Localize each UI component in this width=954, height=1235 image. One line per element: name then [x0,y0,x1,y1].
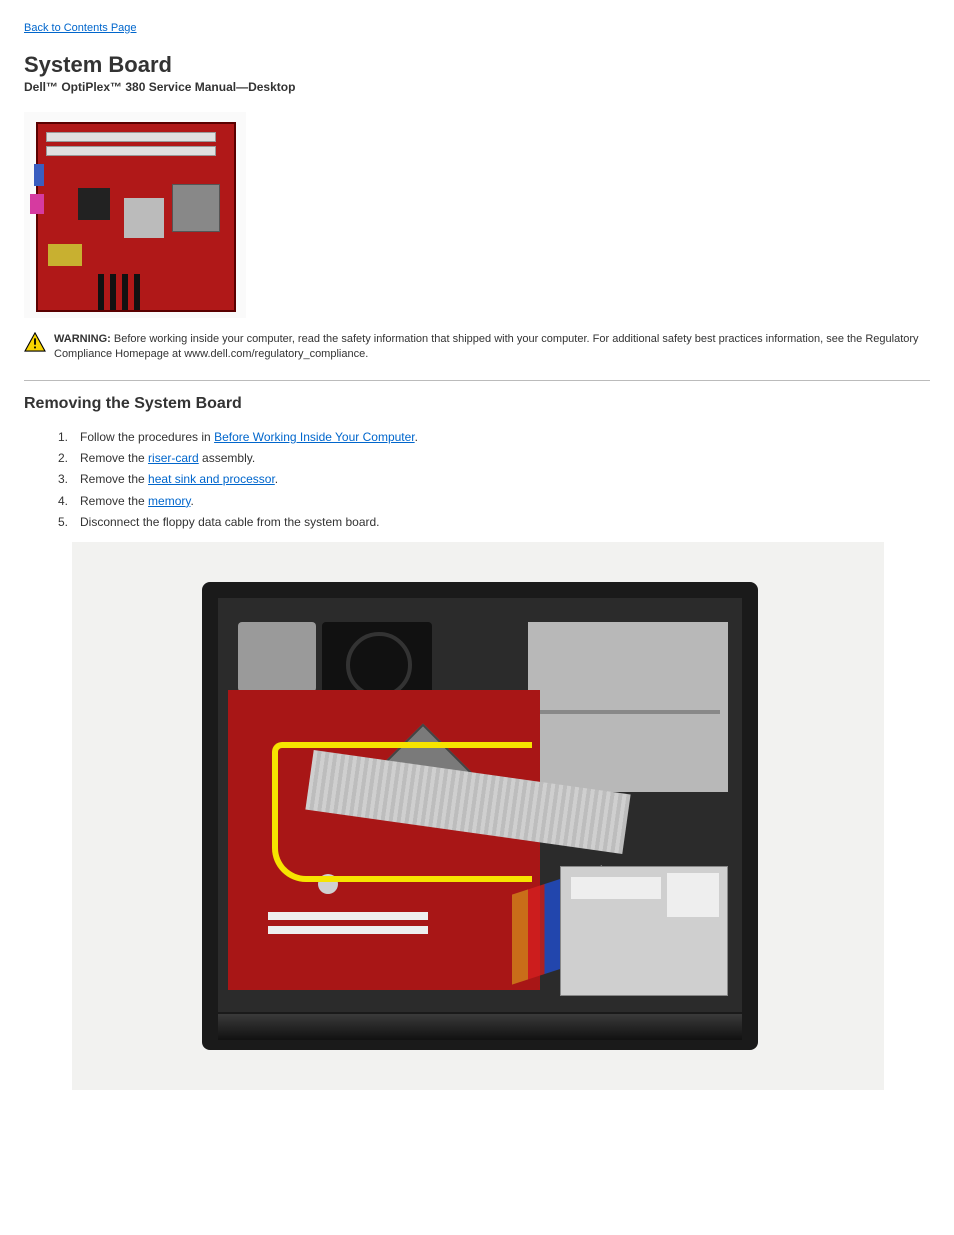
steps-list: 1. Follow the procedures in Before Worki… [24,429,930,532]
motherboard-graphic [36,122,236,312]
step-item: 1. Follow the procedures in Before Worki… [54,429,930,446]
warning-icon [24,332,46,352]
step-text: Remove the [80,451,148,465]
step-text-post: . [191,494,194,508]
step-number: 5. [54,514,68,531]
step-item: 4. Remove the memory. [54,493,930,510]
step-text: Remove the [80,472,148,486]
step-link[interactable]: memory [148,494,190,508]
step-link[interactable]: Before Working Inside Your Computer [214,430,415,444]
page-subtitle: Dell™ OptiPlex™ 380 Service Manual—Deskt… [24,80,930,94]
step-number: 1. [54,429,68,446]
step-figure [72,542,884,1090]
chassis-graphic [202,582,758,1050]
step-text-post: . [415,430,418,444]
section-divider [24,380,930,381]
step-item: 5. Disconnect the floppy data cable from… [54,514,930,531]
page-title: System Board [24,52,930,78]
step-text-post: . [275,472,278,486]
step-text: Follow the procedures in [80,430,214,444]
step-link[interactable]: riser-card [148,451,199,465]
step-number: 3. [54,471,68,488]
step-text-post: assembly. [199,451,255,465]
cable-highlight [272,742,532,882]
step-link[interactable]: heat sink and processor [148,472,275,486]
step-item: 3. Remove the heat sink and processor. [54,471,930,488]
step-text: Disconnect the floppy data cable from th… [80,515,380,529]
back-link[interactable]: Back to Contents Page [24,22,137,34]
section-title: Removing the System Board [24,395,930,413]
step-number: 2. [54,450,68,467]
step-text: Remove the [80,494,148,508]
step-item: 2. Remove the riser-card assembly. [54,450,930,467]
warning-text: WARNING: Before working inside your comp… [54,332,930,362]
step-number: 4. [54,493,68,510]
warning-block: WARNING: Before working inside your comp… [24,332,930,362]
warning-body: Before working inside your computer, rea… [54,333,919,360]
system-board-thumbnail [24,112,246,318]
warning-lead: WARNING: [54,333,111,345]
